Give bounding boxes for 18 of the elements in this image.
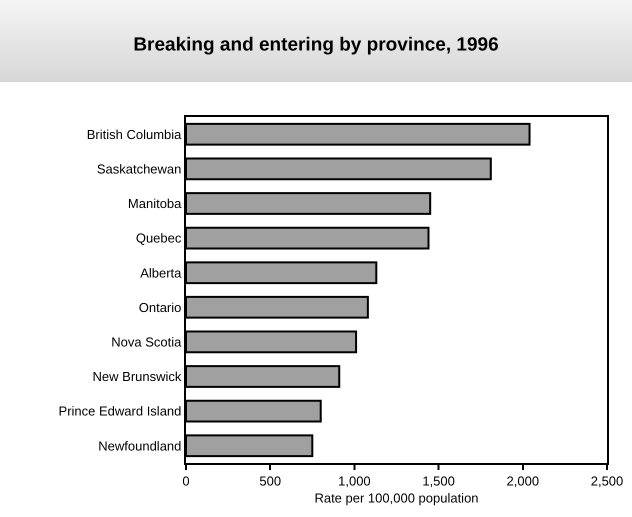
y-tick-label: Saskatchewan: [96, 161, 182, 176]
y-tick-label: Manitoba: [128, 196, 182, 212]
y-tick-label: Newfoundland: [98, 438, 182, 454]
y-tick-label: New Brunswick: [92, 369, 182, 384]
y-tick-label: Alberta: [140, 265, 182, 280]
y-tick-label: Nova Scotia: [111, 334, 182, 350]
x-tick-label: 2,500: [590, 474, 624, 489]
x-tick-label: 500: [259, 474, 282, 489]
x-tick-label: 1,000: [338, 474, 371, 489]
x-tick-label: 0: [182, 474, 190, 489]
chart-title: Breaking and entering by province, 1996: [133, 34, 499, 56]
x-axis-title: Rate per 100,000 population: [314, 490, 479, 506]
x-tick-label: 1,500: [422, 474, 455, 489]
x-tick-label: 2,000: [506, 474, 540, 489]
y-tick-label: Prince Edward Island: [58, 404, 182, 419]
y-tick-label: Ontario: [138, 300, 182, 315]
y-tick-label: British Columbia: [86, 126, 182, 142]
y-tick-label: Quebec: [136, 230, 182, 246]
